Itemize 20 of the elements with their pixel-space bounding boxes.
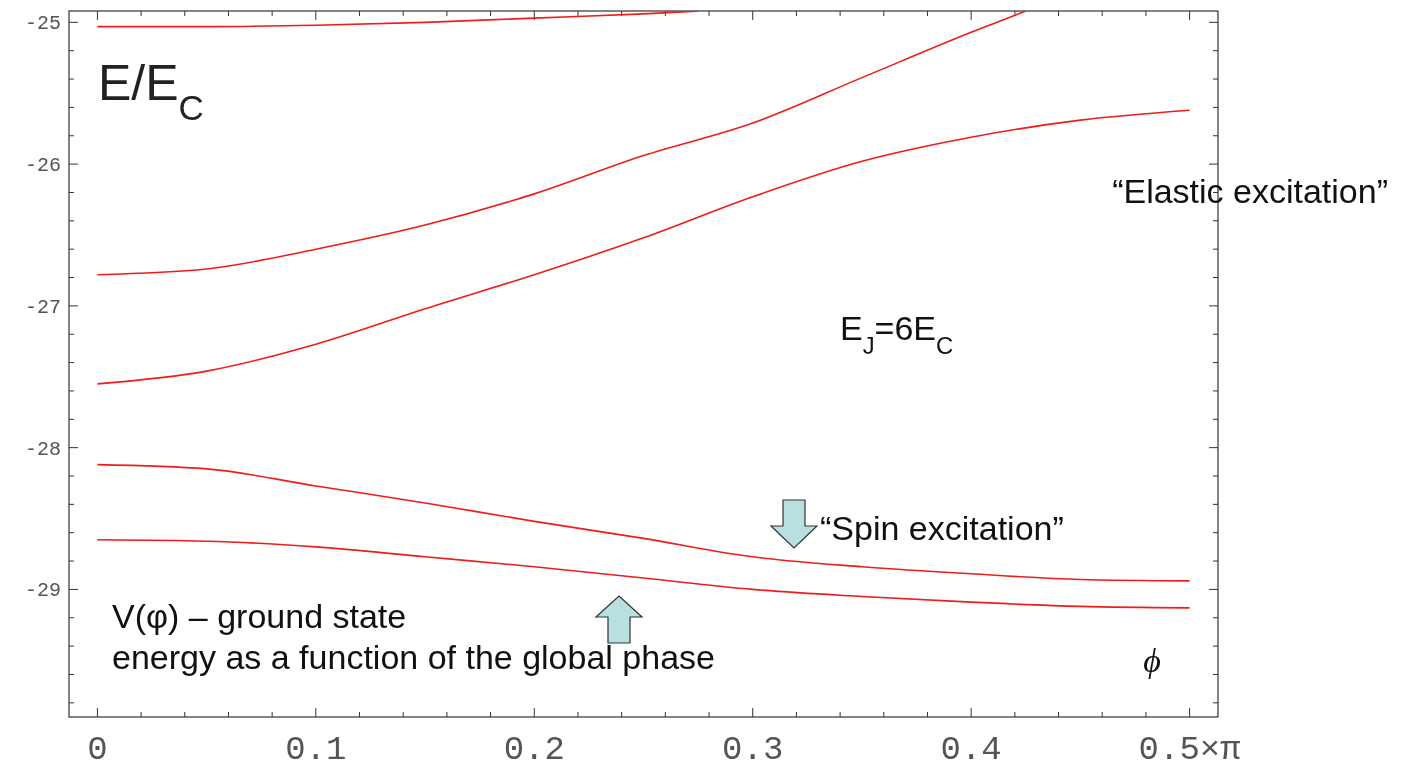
line-series <box>96 463 1191 582</box>
y-tick-label: -27 <box>24 295 61 319</box>
x-tick-label: 0.5×π <box>1138 731 1241 769</box>
x-tick-label: 0.2 <box>503 731 565 769</box>
x-tick-label: 0 <box>87 731 108 769</box>
y-axis-title: E/E$_{C}$ <box>98 55 204 127</box>
x-tick-label: 0.3 <box>722 731 784 769</box>
line-series <box>96 11 699 28</box>
annotation: ϕ <box>1143 642 1161 679</box>
y-tick-label: -29 <box>24 579 61 603</box>
annotation: “Elastic excitation” <box>1112 172 1388 210</box>
annotation: V(φ) – ground state energy as a function of the global phase <box>112 597 715 677</box>
y-tick-label: -26 <box>24 154 61 178</box>
y-tick-label: -25 <box>24 12 61 36</box>
line-series <box>96 11 1027 276</box>
x-tick-label: 0.4 <box>940 731 1002 769</box>
y-tick-label: -28 <box>24 437 61 461</box>
x-tick-label: 0.1 <box>285 731 347 769</box>
annotation: E$_{J}$=6E$_{C}$ <box>840 309 954 359</box>
annotation: “Spin excitation” <box>820 509 1064 547</box>
